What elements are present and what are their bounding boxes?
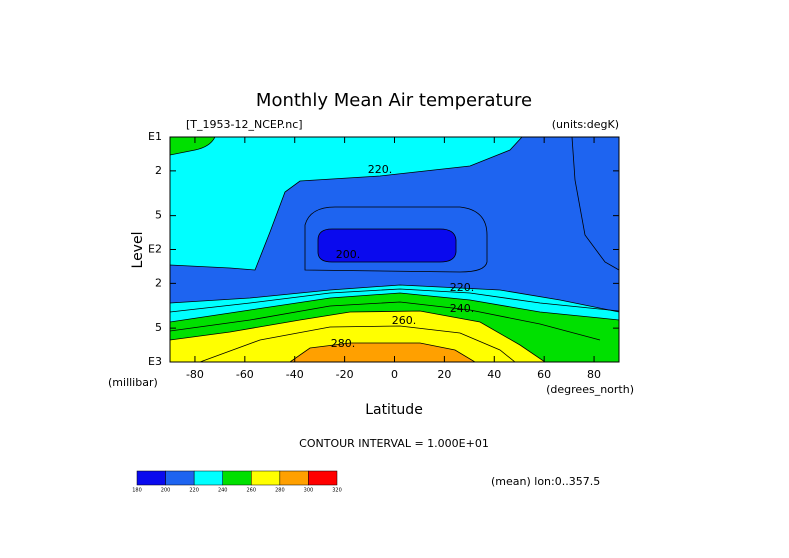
contour-line — [571, 137, 619, 271]
contour-line — [170, 288, 619, 313]
colorbar-label: 300 — [304, 488, 314, 494]
contour-label: 220. — [450, 281, 475, 294]
y-tick-label: 2 — [155, 276, 162, 289]
contour-label: 220. — [368, 163, 393, 176]
colorbar-label: 220 — [189, 488, 199, 494]
contour-line — [304, 206, 488, 273]
colorbar-swatch — [222, 470, 252, 486]
contour-line — [199, 325, 516, 362]
x-tick-label: -20 — [336, 368, 354, 381]
contour-label: 200. — [336, 248, 361, 261]
x-tick-label: 40 — [487, 368, 501, 381]
footnote: (mean) lon:0..357.5 — [491, 475, 600, 488]
contour-label: 240. — [450, 302, 475, 315]
y-tick-label: 5 — [155, 209, 162, 222]
contour-interval: CONTOUR INTERVAL = 1.000E+01 — [299, 437, 489, 450]
colorbar-swatch — [308, 470, 338, 486]
chart-title: Monthly Mean Air temperature — [256, 90, 532, 111]
colorbar-label: 200 — [161, 488, 171, 494]
plot-area — [170, 137, 619, 362]
colorbar-swatch — [279, 470, 309, 486]
colorbar-swatch — [251, 470, 281, 486]
colorbar-label: 320 — [332, 488, 342, 494]
x-tick-label: -60 — [236, 368, 254, 381]
contour-label: 260. — [392, 314, 417, 327]
colorbar-swatch — [165, 470, 195, 486]
y-tick-label: 5 — [155, 321, 162, 334]
y-unit-label: (millibar) — [108, 376, 158, 389]
contour-region — [289, 342, 476, 362]
y-tick-label: E3 — [148, 355, 162, 368]
colorbar-label: 260 — [247, 488, 257, 494]
y-axis-label: Level — [130, 232, 146, 269]
x-tick-label: -40 — [286, 368, 304, 381]
colorbar-swatch — [193, 470, 223, 486]
colorbar-label: 180 — [132, 488, 142, 494]
x-tick-label: 60 — [537, 368, 551, 381]
contour-region — [170, 137, 619, 313]
x-tick-label: 0 — [391, 368, 398, 381]
colorbar-label: 280 — [275, 488, 285, 494]
y-tick-label: E2 — [148, 243, 162, 256]
x-tick-label: 80 — [587, 368, 601, 381]
x-axis-label: Latitude — [365, 402, 423, 418]
contour-line — [170, 301, 601, 341]
file-label: [T_1953-12_NCEP.nc] — [186, 118, 303, 131]
x-unit-label: (degrees_north) — [546, 383, 634, 396]
y-tick-label: 2 — [155, 164, 162, 177]
colorbar-label: 240 — [218, 488, 228, 494]
contour-region — [317, 228, 457, 263]
x-tick-label: 20 — [437, 368, 451, 381]
contour-label: 280. — [331, 337, 356, 350]
x-tick-label: -80 — [186, 368, 204, 381]
y-tick-label: E1 — [148, 130, 162, 143]
colorbar-swatch — [136, 470, 166, 486]
units-label: (units:degK) — [552, 118, 619, 131]
